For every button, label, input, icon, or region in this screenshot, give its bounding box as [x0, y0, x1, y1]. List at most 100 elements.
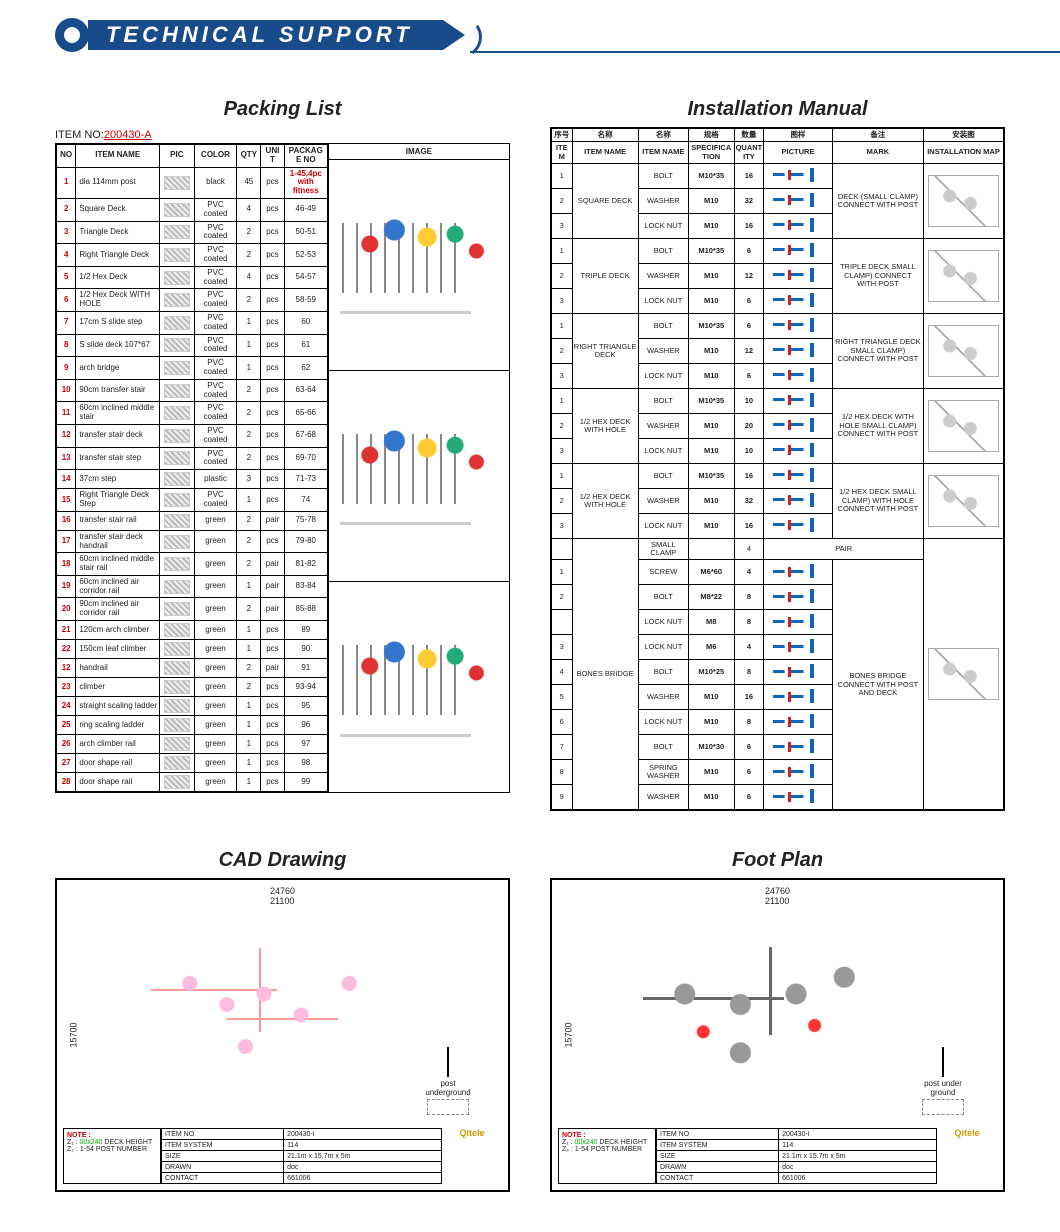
- row-qty: 6: [734, 238, 764, 263]
- table-row: 2Square DeckPVC coated4pcs46-49: [57, 198, 328, 221]
- pic-swatch-icon: [164, 316, 190, 330]
- note-label: NOTE :: [562, 1132, 586, 1139]
- tb-key: ITEM NO: [657, 1129, 779, 1140]
- row-spec: M10*25: [688, 660, 734, 685]
- row-qty: 20: [734, 413, 764, 438]
- fastener-diagram-icon: [769, 291, 828, 311]
- row-qty: 16: [734, 213, 764, 238]
- row-qty: 4: [734, 538, 764, 560]
- fastener-diagram-icon: [769, 466, 828, 486]
- pic-swatch-icon: [164, 384, 190, 398]
- table-row: 23climbergreen2pcs93-94: [57, 678, 328, 697]
- fastener-diagram-icon: [769, 612, 828, 632]
- row-pic: [160, 598, 194, 621]
- table-row: 1160cm inclined middle stairPVC coated2p…: [57, 402, 328, 425]
- row-pic: [160, 221, 194, 244]
- row-qty: 1: [237, 640, 261, 659]
- row-qty: 1: [237, 357, 261, 380]
- row-qty: 2: [237, 678, 261, 697]
- tb-val: doc: [779, 1162, 937, 1173]
- pic-swatch-icon: [164, 642, 190, 656]
- row-picture: [764, 163, 832, 188]
- pic-swatch-icon: [164, 557, 190, 571]
- fastener-diagram-icon: [769, 341, 828, 361]
- row-n: 1: [552, 163, 573, 188]
- row-color: green: [194, 598, 237, 621]
- row-n: [552, 610, 573, 635]
- row-pic: [160, 447, 194, 470]
- row-no: 10: [57, 379, 76, 402]
- row-item: BOLT: [638, 735, 688, 760]
- packing-image-header: IMAGE: [329, 144, 509, 160]
- table-row: 25ring scaling laddergreen1pcs96: [57, 716, 328, 735]
- packing-col-header: UNIT: [261, 145, 285, 168]
- row-n: 1: [552, 560, 573, 585]
- pic-swatch-icon: [164, 514, 190, 528]
- table-row: 9arch bridgePVC coated1pcs62: [57, 357, 328, 380]
- row-pkg: 89: [284, 621, 327, 640]
- z2-value: 1-54: [575, 1146, 589, 1153]
- pic-swatch-icon: [164, 535, 190, 549]
- row-unit: pcs: [261, 773, 285, 792]
- row-qty: 6: [734, 313, 764, 338]
- cad-title-block: NOTE :Z₁ : 00x240 DECK HEIGHTZ₂ : 1-54 P…: [63, 1128, 502, 1184]
- row-item-name: 1/2 Hex Deck WITH HOLE: [76, 289, 160, 312]
- row-qty: 1: [237, 621, 261, 640]
- fastener-diagram-icon: [769, 787, 828, 807]
- row-spec: M10: [688, 263, 734, 288]
- row-spec: M10*35: [688, 238, 734, 263]
- row-pkg: 60: [284, 311, 327, 334]
- row-item-name: S slide deck 107*67: [76, 334, 160, 357]
- cad-dim-w2: 21100: [270, 896, 294, 906]
- row-qty: 2: [237, 221, 261, 244]
- row-pic: [160, 678, 194, 697]
- row-color: plastic: [194, 470, 237, 489]
- row-qty: 4: [734, 635, 764, 660]
- row-item: WASHER: [638, 413, 688, 438]
- row-pic: [160, 470, 194, 489]
- row-spec: M10: [688, 413, 734, 438]
- install-col-header: SPECIFICATION: [688, 142, 734, 164]
- table-row: 1dia 114mm postblack45pcs1-45,4pc with f…: [57, 167, 328, 198]
- row-pic: [160, 735, 194, 754]
- row-group-name: BONES BRIDGE: [572, 538, 638, 810]
- row-group-name: TRIPLE DECK: [572, 238, 638, 313]
- row-no: 13: [57, 447, 76, 470]
- row-mark: 1/2 HEX DECK SMALL CLAMP) WITH HOLE CONN…: [832, 463, 923, 538]
- tb-key: CONTACT: [657, 1173, 779, 1184]
- item-no-value: 200430-A: [104, 129, 152, 141]
- row-item: LOCK NUT: [638, 610, 688, 635]
- tb-key: ITEM SYSTEM: [162, 1140, 284, 1151]
- foot-dim-w: 24760: [765, 886, 790, 896]
- row-no: 9: [57, 357, 76, 380]
- install-col-header: ITEM NAME: [572, 142, 638, 164]
- banner-circle-icon: [55, 18, 89, 52]
- row-pkg: 52-53: [284, 244, 327, 267]
- row-pkg: 50-51: [284, 221, 327, 244]
- row-qty: 16: [734, 513, 764, 538]
- row-pic: [160, 553, 194, 576]
- cad-dim-w: 24760: [270, 886, 295, 896]
- row-spec: M10: [688, 288, 734, 313]
- row-n: 2: [552, 263, 573, 288]
- table-row: 11/2 HEX DECK WITH HOLEBOLTM10*35101/2 H…: [552, 388, 1004, 413]
- row-no: 12: [57, 424, 76, 447]
- fastener-diagram-icon: [769, 491, 828, 511]
- row-qty: 2: [237, 244, 261, 267]
- row-pkg: 98: [284, 754, 327, 773]
- row-install-map: [924, 313, 1004, 388]
- row-pkg: 96: [284, 716, 327, 735]
- row-qty: 1: [237, 697, 261, 716]
- row-no: 4: [57, 244, 76, 267]
- row-pic: [160, 621, 194, 640]
- row-n: 4: [552, 660, 573, 685]
- banner-underline: [470, 51, 1060, 53]
- row-color: green: [194, 659, 237, 678]
- row-item-name: transfer stair rail: [76, 511, 160, 530]
- table-row: 12handrailgreen2pair91: [57, 659, 328, 678]
- row-color: PVC coated: [194, 447, 237, 470]
- row-install-map: [924, 238, 1004, 313]
- row-qty: 4: [237, 198, 261, 221]
- row-qty: 10: [734, 388, 764, 413]
- row-qty: 3: [237, 470, 261, 489]
